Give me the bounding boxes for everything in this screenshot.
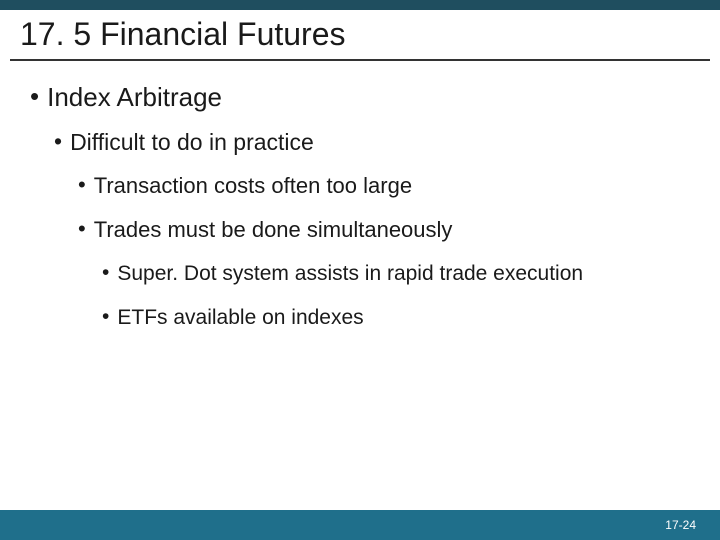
bullet-dot-icon: •	[102, 303, 109, 331]
bullet-text: ETFs available on indexes	[117, 303, 363, 333]
bullet-text: Index Arbitrage	[47, 81, 222, 113]
bullet-list-level3: • Transaction costs often too large • Tr…	[78, 171, 690, 333]
list-item: • Transaction costs often too large	[78, 171, 690, 201]
bullet-dot-icon: •	[78, 215, 86, 243]
bullet-dot-icon: •	[102, 259, 109, 287]
top-accent-bar	[0, 0, 720, 10]
slide-title: 17. 5 Financial Futures	[20, 16, 700, 53]
slide-body: • Index Arbitrage • Difficult to do in p…	[0, 61, 720, 510]
list-item: • Trades must be done simultaneously • S…	[78, 215, 690, 333]
bullet-list-level1: • Index Arbitrage • Difficult to do in p…	[30, 81, 690, 333]
bullet-dot-icon: •	[30, 81, 39, 111]
bullet-list-level2: • Difficult to do in practice • Transact…	[54, 127, 690, 333]
bullet-text: Trades must be done simultaneously	[94, 215, 453, 245]
bullet-text: Super. Dot system assists in rapid trade…	[117, 259, 583, 289]
slide: 17. 5 Financial Futures • Index Arbitrag…	[0, 0, 720, 540]
bullet-text: Difficult to do in practice	[70, 127, 314, 157]
title-block: 17. 5 Financial Futures	[0, 10, 720, 59]
bullet-dot-icon: •	[54, 127, 62, 155]
list-item: • Index Arbitrage • Difficult to do in p…	[30, 81, 690, 333]
list-item: • Super. Dot system assists in rapid tra…	[102, 259, 690, 289]
list-item: • Difficult to do in practice • Transact…	[54, 127, 690, 333]
page-number: 17-24	[665, 518, 696, 532]
bullet-list-level4: • Super. Dot system assists in rapid tra…	[102, 259, 690, 333]
footer-bar: 17-24	[0, 510, 720, 540]
bullet-dot-icon: •	[78, 171, 86, 199]
list-item: • ETFs available on indexes	[102, 303, 690, 333]
bullet-text: Transaction costs often too large	[94, 171, 412, 201]
